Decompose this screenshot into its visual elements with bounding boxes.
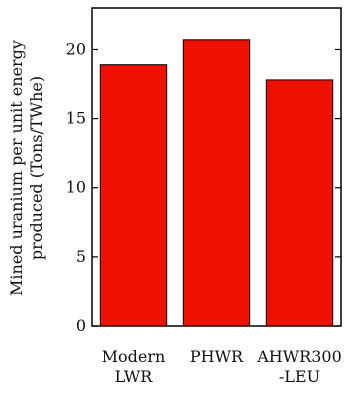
bars-group [99,39,334,327]
y-tick-label-3: 15 [66,109,86,128]
bar-0 [99,64,168,327]
y-tick-label-1: 5 [76,247,86,266]
y-axis: 0 5 10 15 20 [66,39,341,335]
y-tick-label-4: 20 [66,39,86,58]
bar-1 [182,39,251,327]
x-category-label-2-0: AHWR300 [256,347,342,366]
y-axis-label-line-1: Mined uranium per unit energy [7,40,26,296]
x-category-label-2-1: -LEU [279,367,320,386]
y-axis-label-line-2: produced (Tons/TWhe) [27,76,46,260]
x-category-label-1-0: PHWR [190,347,244,366]
y-tick-label-0: 0 [76,316,86,335]
y-tick-label-2: 10 [66,178,86,197]
x-category-label-0-0: Modern [102,347,166,366]
x-category-label-0-1: LWR [115,367,154,386]
bar-2 [265,79,334,327]
